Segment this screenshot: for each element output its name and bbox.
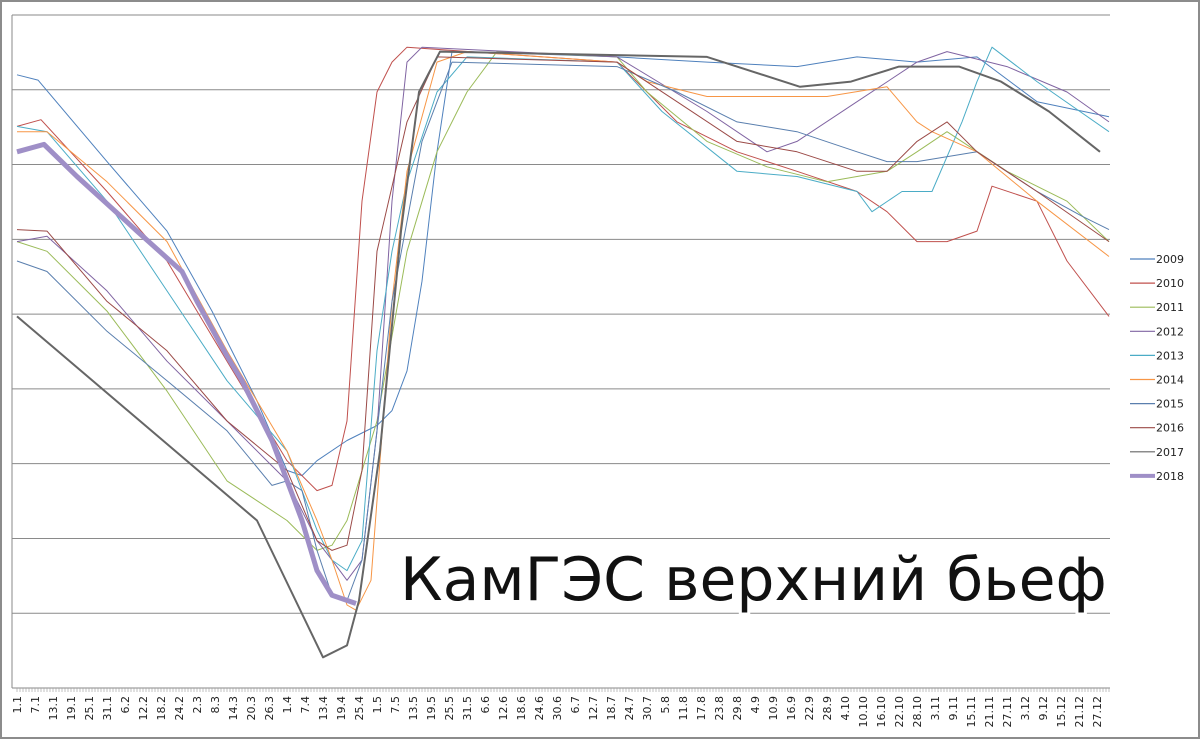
x-tick-label: 18.6 bbox=[515, 696, 528, 721]
x-tick-label: 7.1 bbox=[29, 696, 42, 714]
x-tick-label: 13.5 bbox=[407, 696, 420, 721]
legend-label-2015: 2015 bbox=[1156, 398, 1184, 411]
x-tick-label: 29.8 bbox=[731, 696, 744, 721]
x-tick-label: 25.5 bbox=[443, 696, 456, 721]
x-axis: 1.1 7.1 13.1 19.1 25.1 31.1 6.2 12.2 18.2 24.2 2.3… bbox=[11, 15, 1110, 728]
x-tick-label: 7.5 bbox=[389, 696, 402, 714]
x-tick-label: 12.7 bbox=[587, 696, 600, 721]
x-tick-label: 28.10 bbox=[911, 696, 924, 728]
x-tick-label: 10.10 bbox=[857, 696, 870, 728]
series-line-2013 bbox=[16, 46, 1110, 572]
x-tick-label: 21.12 bbox=[1073, 696, 1086, 728]
legend-label-2010: 2010 bbox=[1156, 277, 1184, 290]
x-tick-label: 27.11 bbox=[1001, 696, 1014, 728]
x-tick-label: 6.2 bbox=[119, 696, 132, 714]
x-tick-label: 31.1 bbox=[101, 696, 114, 721]
x-tick-label: 25.4 bbox=[353, 696, 366, 721]
x-tick-label: 28.9 bbox=[821, 696, 834, 721]
series-line-2018 bbox=[16, 141, 357, 606]
x-tick-label: 25.1 bbox=[83, 696, 96, 721]
x-tick-label: 21.11 bbox=[983, 696, 996, 728]
x-tick-label: 24.2 bbox=[173, 696, 186, 721]
series-line-2016 bbox=[16, 56, 1110, 551]
legend-label-2009: 2009 bbox=[1156, 253, 1184, 266]
x-tick-label: 16.10 bbox=[875, 696, 888, 728]
x-tick-label: 10.9 bbox=[767, 696, 780, 721]
legend-label-2016: 2016 bbox=[1156, 422, 1184, 435]
legend-label-2011: 2011 bbox=[1156, 301, 1184, 314]
legend: 2009 2010 2011 2012 2013 2014 2015 2016 2017 2018 bbox=[1130, 253, 1184, 483]
legend-label-2017: 2017 bbox=[1156, 446, 1184, 459]
x-tick-label: 3.12 bbox=[1019, 696, 1032, 721]
x-tick-label: 4.9 bbox=[749, 696, 762, 714]
x-tick-label: 11.8 bbox=[677, 696, 690, 721]
x-tick-label: 2.3 bbox=[191, 696, 204, 714]
x-tick-label: 6.6 bbox=[479, 696, 492, 714]
series-line-2014 bbox=[17, 51, 1110, 611]
x-tick-label: 24.7 bbox=[623, 696, 636, 721]
x-tick-label: 18.2 bbox=[155, 696, 168, 721]
x-tick-label: 24.6 bbox=[533, 696, 546, 721]
x-tick-label: 30.7 bbox=[641, 696, 654, 721]
legend-label-2013: 2013 bbox=[1156, 349, 1184, 362]
series-line-2015 bbox=[16, 61, 1110, 601]
series-line-2009 bbox=[16, 51, 1110, 477]
x-tick-label: 20.3 bbox=[245, 696, 258, 721]
x-tick-label: 1.5 bbox=[371, 696, 384, 714]
x-tick-label: 4.10 bbox=[839, 696, 852, 721]
x-tick-label: 9.12 bbox=[1037, 696, 1050, 721]
series-line-2012 bbox=[16, 46, 1110, 581]
x-tick-label: 7.4 bbox=[299, 696, 312, 714]
x-tick-label: 14.3 bbox=[227, 696, 240, 721]
series-line-2011 bbox=[16, 51, 1110, 551]
x-tick-label: 13.1 bbox=[47, 696, 60, 721]
x-tick-label: 31.5 bbox=[461, 696, 474, 721]
x-tick-label: 18.7 bbox=[605, 696, 618, 721]
x-tick-label: 13.4 bbox=[317, 696, 330, 721]
x-tick-label: 9.11 bbox=[947, 696, 960, 721]
x-tick-label: 19.1 bbox=[65, 696, 78, 721]
x-tick-label: 1.4 bbox=[281, 696, 294, 714]
chart-annotation: КамГЭС верхний бьеф bbox=[400, 545, 1107, 615]
x-tick-label: 15.12 bbox=[1055, 696, 1068, 728]
legend-label-2018: 2018 bbox=[1156, 470, 1184, 483]
x-tick-label: 3.11 bbox=[929, 696, 942, 721]
x-tick-label: 23.8 bbox=[713, 696, 726, 721]
series-line-2017 bbox=[16, 50, 1101, 659]
x-tick-label: 12.6 bbox=[497, 696, 510, 721]
series-lines bbox=[16, 46, 1110, 659]
legend-label-2012: 2012 bbox=[1156, 325, 1184, 338]
x-tick-label: 5.8 bbox=[659, 696, 672, 714]
x-tick-label: 22.9 bbox=[803, 696, 816, 721]
x-tick-label: 16.9 bbox=[785, 696, 798, 721]
x-tick-label: 1.1 bbox=[11, 696, 24, 714]
x-tick-label: 22.10 bbox=[893, 696, 906, 728]
x-tick-label: 6.7 bbox=[569, 696, 582, 714]
x-tick-label: 17.8 bbox=[695, 696, 708, 721]
legend-label-2014: 2014 bbox=[1156, 374, 1184, 387]
x-tick-label: 8.3 bbox=[209, 696, 222, 714]
x-tick-label: 27.12 bbox=[1091, 696, 1104, 728]
x-tick-label: 15.11 bbox=[965, 696, 978, 728]
x-tick-label: 12.2 bbox=[137, 696, 150, 721]
x-tick-label: 26.3 bbox=[263, 696, 276, 721]
x-tick-label: 19.5 bbox=[425, 696, 438, 721]
gridlines bbox=[12, 14, 1110, 614]
x-tick-label: 19.4 bbox=[335, 696, 348, 721]
x-tick-label: 30.6 bbox=[551, 696, 564, 721]
